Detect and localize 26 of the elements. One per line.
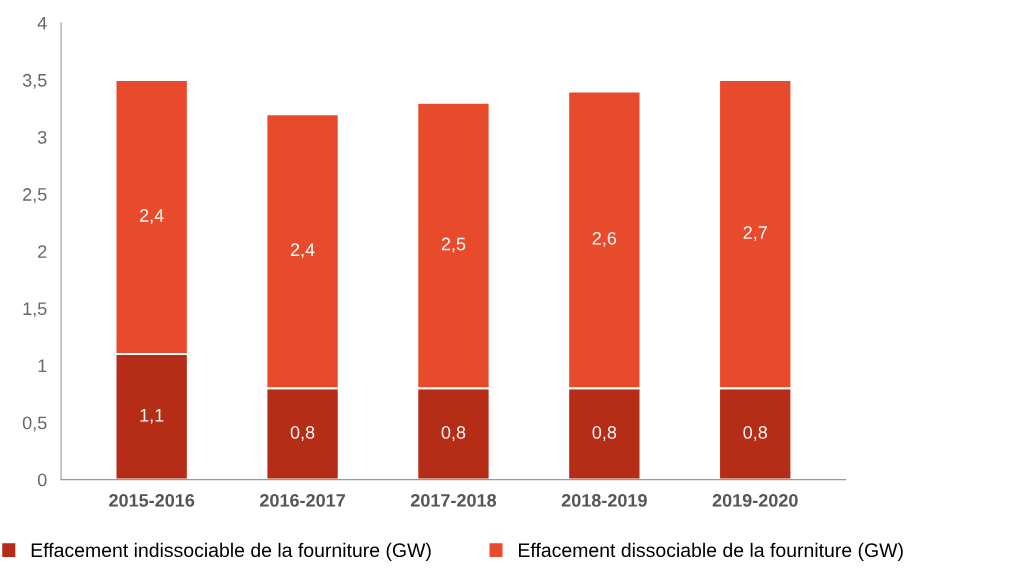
y-tick-label: 0,5 [22, 416, 47, 432]
data-label: 0,8 [441, 426, 466, 441]
x-tick-label: 2018-2019 [561, 494, 647, 507]
y-tick-label: 0 [37, 473, 47, 487]
data-label: 2,5 [441, 237, 466, 253]
data-label: 2,4 [290, 243, 315, 259]
y-tick-label: 2 [38, 245, 47, 258]
data-label: 2,4 [140, 209, 164, 224]
y-tick-label: 1 [38, 359, 47, 372]
data-label: 1,1 [140, 409, 164, 424]
y-tick-label: 2,5 [23, 188, 47, 203]
x-tick-label: 2019-2020 [712, 494, 798, 507]
data-label: 0,8 [743, 426, 767, 441]
x-tick-label: 2017-2018 [410, 494, 497, 507]
data-label: 2,6 [592, 231, 617, 247]
data-label: 0,8 [592, 426, 617, 441]
x-tick-label: 2015-2016 [109, 494, 195, 507]
x-tick-label: 2016-2017 [260, 494, 345, 507]
legend-label: Effacement dissociable de la fourniture (GW) [519, 542, 903, 561]
data-label: 2,7 [743, 226, 767, 242]
y-tick-label: 3,5 [22, 73, 47, 89]
y-tick-label: 4 [37, 16, 47, 30]
y-tick-label: 3 [37, 130, 47, 144]
legend-label: Effacement indissociable de la fourniture (GW) [31, 542, 431, 561]
data-label: 0,8 [290, 426, 315, 441]
y-tick-label: 1,5 [23, 302, 47, 318]
